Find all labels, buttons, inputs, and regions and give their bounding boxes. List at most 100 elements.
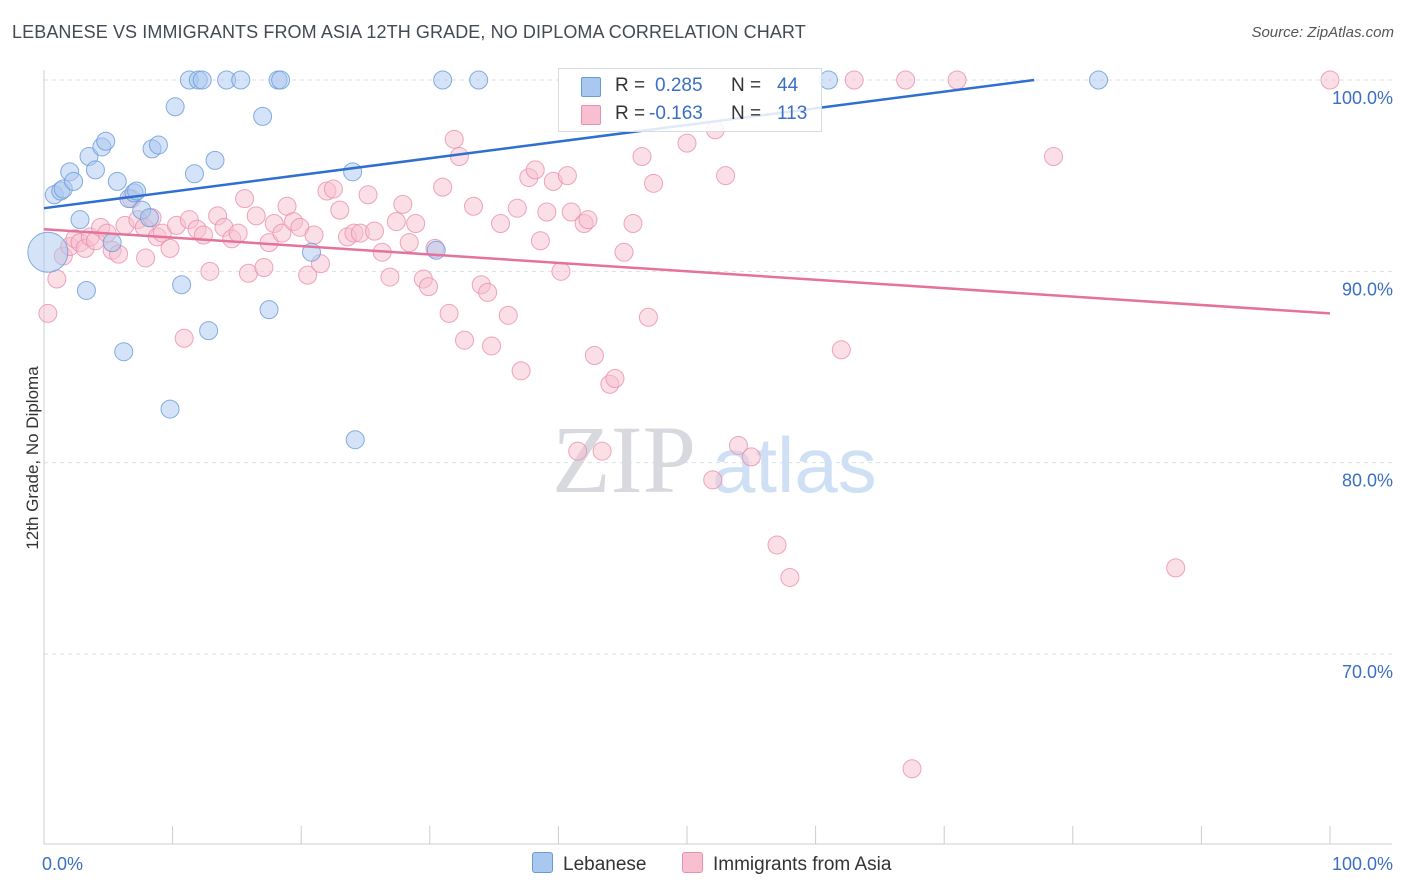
immigrants-point <box>767 535 787 555</box>
legend-n-label: N = <box>731 75 762 96</box>
bottom-legend-swatch-lebanese <box>532 852 553 873</box>
y-tick-label: 80.0% <box>1342 471 1393 491</box>
immigrants-point <box>449 147 469 167</box>
lebanese-point <box>27 231 69 273</box>
immigrants-point <box>592 441 612 461</box>
immigrants-point <box>380 267 400 287</box>
immigrants-point <box>1044 147 1064 167</box>
immigrants-point <box>728 435 748 455</box>
immigrants-point <box>551 261 571 281</box>
watermark: ZIP atlas <box>552 406 877 513</box>
immigrants-point <box>578 210 598 230</box>
lebanese-point <box>102 233 122 253</box>
immigrants-point <box>677 133 697 153</box>
immigrants-point <box>304 225 324 245</box>
immigrants-point <box>47 269 67 289</box>
legend-r-value: -0.163 <box>649 103 703 124</box>
legend-r-value: 0.285 <box>655 75 703 96</box>
lebanese-point <box>70 210 90 230</box>
lebanese-point <box>64 171 84 191</box>
immigrants-point <box>174 328 194 348</box>
immigrants-point <box>399 233 419 253</box>
immigrants-point <box>896 70 916 90</box>
immigrants-point <box>568 441 588 461</box>
immigrants-point <box>507 198 527 218</box>
lebanese-point <box>433 70 453 90</box>
immigrants-point <box>38 303 58 323</box>
chart-title: LEBANESE VS IMMIGRANTS FROM ASIA 12TH GR… <box>12 22 806 42</box>
lebanese-point <box>426 240 446 260</box>
legend-n-value: 44 <box>777 75 799 96</box>
lebanese-point <box>165 97 185 117</box>
immigrants-point <box>358 185 378 205</box>
immigrants-point <box>200 261 220 281</box>
series-lebanese <box>27 70 1109 450</box>
immigrants-point <box>584 346 604 366</box>
immigrants-point <box>419 277 439 297</box>
source-label: Source: ZipAtlas.com <box>1251 24 1394 41</box>
immigrants-point <box>439 303 459 323</box>
immigrants-point <box>455 330 475 350</box>
immigrants-point <box>703 470 723 490</box>
immigrants-point <box>478 282 498 302</box>
immigrants-point <box>511 361 531 381</box>
immigrants-point <box>525 160 545 180</box>
lebanese-point <box>160 399 180 419</box>
immigrants-point <box>902 759 922 779</box>
immigrants-point <box>844 70 864 90</box>
immigrants-point <box>491 214 511 233</box>
y-tick-label: 70.0% <box>1342 662 1393 682</box>
x-tick-label: 0.0% <box>42 854 83 874</box>
immigrants-point <box>947 70 967 90</box>
y-tick-label: 100.0% <box>1332 88 1393 108</box>
immigrants-point <box>323 179 343 199</box>
immigrants-point <box>246 206 266 226</box>
bottom-legend-lebanese: Lebanese <box>532 852 646 876</box>
immigrants-point <box>406 214 426 233</box>
immigrants-point <box>557 166 577 186</box>
immigrants-point <box>638 307 658 327</box>
lebanese-point <box>184 164 204 184</box>
lebanese-point <box>192 70 212 90</box>
immigrants-point <box>1166 558 1186 578</box>
immigrants-point <box>632 147 652 167</box>
legend-r-label: R = <box>615 75 646 96</box>
lebanese-point <box>271 70 291 90</box>
immigrants-point <box>1320 70 1340 90</box>
bottom-legend-label-lebanese: Lebanese <box>563 854 647 875</box>
immigrants-point <box>561 202 581 222</box>
immigrants-point <box>498 305 518 325</box>
legend-n-value: 113 <box>777 103 808 124</box>
bottom-legend-label-immigrants: Immigrants from Asia <box>713 854 892 875</box>
immigrants-point <box>228 223 248 243</box>
immigrants-trend-line <box>43 227 1331 315</box>
axis-labels: 100.0% 90.0% 80.0% 70.0% 0.0% 100.0% 12th Grad… <box>23 88 1393 874</box>
lebanese-trend-line <box>43 78 1035 210</box>
immigrants-point <box>464 196 484 216</box>
immigrants-point <box>623 214 643 233</box>
watermark-atlas: atlas <box>712 421 877 509</box>
immigrants-point <box>831 340 851 360</box>
correlation-legend: R = 0.285 N = 44 R = -0.163 N = 113 <box>558 68 822 132</box>
bottom-legend-swatch-immigrants <box>682 852 703 873</box>
immigrants-point <box>365 221 385 241</box>
lebanese-point <box>199 321 219 341</box>
immigrants-point <box>716 166 736 186</box>
immigrants-point <box>298 265 318 285</box>
immigrants-point <box>386 212 406 232</box>
immigrants-point <box>614 242 634 262</box>
lebanese-point <box>148 135 168 155</box>
lebanese-point <box>469 70 489 90</box>
legend-n-label: N = <box>731 103 762 124</box>
lebanese-point <box>345 430 365 450</box>
immigrants-point <box>235 189 255 209</box>
lebanese-point <box>114 342 134 362</box>
immigrants-point <box>160 238 180 258</box>
immigrants-point <box>330 200 350 220</box>
legend-r-label: R = <box>615 103 646 124</box>
lebanese-point <box>231 70 251 90</box>
immigrants-point <box>530 231 550 251</box>
lebanese-point <box>85 160 105 180</box>
immigrants-point <box>780 567 800 587</box>
